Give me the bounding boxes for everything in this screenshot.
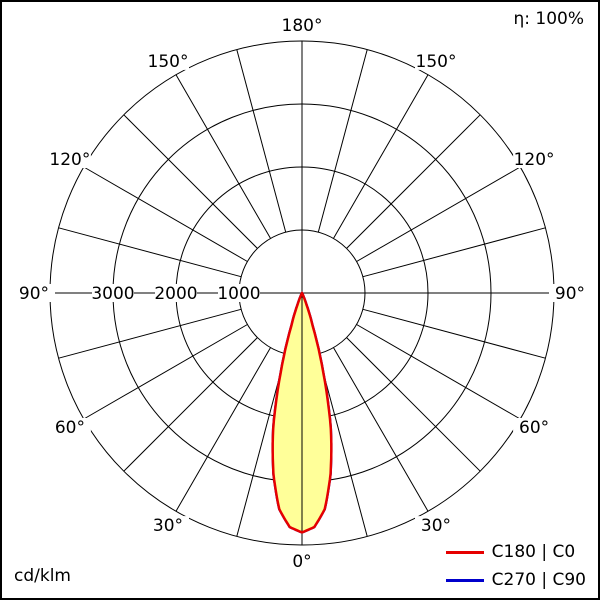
grid-spoke	[83, 166, 248, 262]
angle-label: 30°	[153, 516, 183, 536]
grid-spoke	[123, 337, 258, 472]
angle-label-bg	[415, 516, 457, 535]
angle-label-bg	[415, 51, 457, 70]
legend-item-c180-c0: C180 | C0	[445, 542, 586, 562]
grid-spoke	[362, 227, 546, 278]
angle-label-bg	[549, 284, 591, 302]
ring-label-bg	[155, 284, 197, 302]
unit-label: cd/klm	[14, 566, 71, 586]
grid-spoke	[333, 74, 429, 239]
ring-label-bg	[92, 284, 134, 302]
angle-label-bg	[48, 418, 91, 436]
angle-label-bg	[281, 16, 323, 34]
grid-spoke	[346, 114, 481, 249]
c180-c0-line-swatch	[445, 550, 484, 554]
grid-spoke	[356, 166, 521, 262]
grid-spoke	[346, 337, 481, 472]
grid-spoke	[333, 347, 429, 512]
grid-spoke	[58, 227, 242, 278]
grid-spoke	[362, 308, 546, 359]
angle-label-bg	[513, 418, 556, 436]
grid-spoke	[83, 324, 248, 420]
ring-value-label: 2000	[154, 284, 197, 304]
efficiency-label: η: 100%	[513, 9, 584, 29]
c270-c90-line-swatch	[445, 578, 484, 582]
legend-label-c180-c0: C180 | C0	[491, 542, 576, 562]
legend-label-c270-c90: C270 | C90	[491, 570, 586, 590]
angle-label-bg	[513, 150, 556, 168]
angle-label: 60°	[55, 418, 85, 438]
angle-label: 0°	[292, 552, 311, 572]
angle-label: 90°	[555, 284, 585, 304]
angle-label: 150°	[416, 52, 457, 72]
grid-spoke	[236, 49, 287, 233]
angle-label-bg	[48, 150, 91, 168]
angle-label: 180°	[282, 16, 323, 36]
grid-spoke	[123, 114, 258, 249]
ring-value-label: 3000	[91, 284, 134, 304]
intensity-curve-c180-c0	[271, 291, 333, 534]
grid-spoke	[58, 308, 242, 359]
grid-spoke	[175, 74, 271, 239]
angle-label: 150°	[148, 52, 189, 72]
grid-spoke	[317, 49, 368, 233]
grid-spoke	[356, 324, 521, 420]
angle-label-bg	[13, 284, 55, 302]
ring-label-bg	[218, 284, 260, 302]
legend: C180 | C0 C270 | C90	[445, 542, 586, 590]
angle-label: 30°	[421, 516, 451, 536]
legend-item-c270-c90: C270 | C90	[445, 570, 586, 590]
angle-label-bg	[281, 552, 323, 570]
angle-label: 120°	[514, 150, 555, 170]
angle-label: 60°	[519, 418, 549, 438]
angle-label-bg	[147, 51, 189, 70]
grid-spoke	[175, 347, 271, 512]
ring-value-label: 1000	[217, 284, 260, 304]
angle-label: 90°	[19, 284, 49, 304]
angle-label: 120°	[49, 150, 90, 170]
angle-label-bg	[147, 516, 189, 535]
